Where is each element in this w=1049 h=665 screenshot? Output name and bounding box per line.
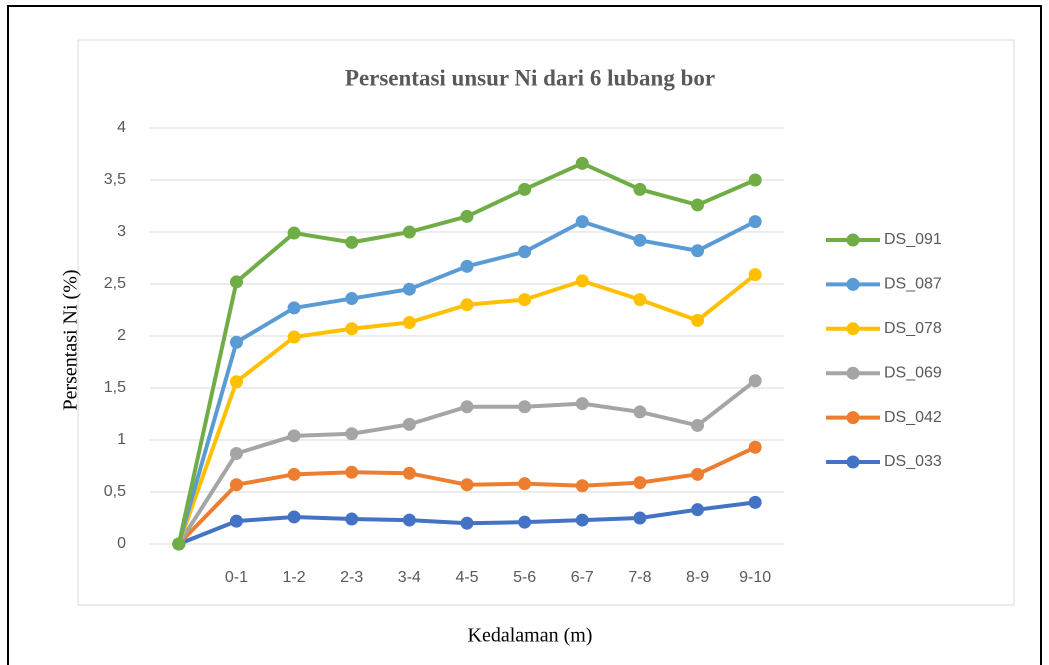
legend-marker: [846, 322, 860, 336]
point: [575, 397, 589, 411]
point: [575, 215, 589, 229]
point: [460, 516, 474, 530]
point: [402, 315, 416, 329]
point: [748, 495, 762, 509]
legend-label: DS_091: [884, 231, 942, 248]
x-tick-label: 2-3: [340, 569, 363, 586]
x-tick-label: 7-8: [628, 569, 651, 586]
point: [345, 322, 359, 336]
point: [402, 417, 416, 431]
legend-label: DS_042: [884, 409, 942, 426]
point: [229, 447, 243, 461]
y-axis-label: Persentasi Ni (%): [60, 269, 82, 410]
point: [287, 301, 301, 315]
point: [345, 465, 359, 479]
point: [345, 512, 359, 526]
point: [518, 182, 532, 196]
point: [633, 405, 647, 419]
chart-frame: [77, 39, 1015, 606]
point: [575, 156, 589, 170]
point: [229, 514, 243, 528]
point: [691, 503, 705, 517]
y-tick-label: 2: [117, 327, 126, 344]
point: [402, 466, 416, 480]
x-tick-label: 6-7: [571, 569, 594, 586]
point: [691, 198, 705, 212]
point: [518, 477, 532, 491]
legend-marker: [846, 366, 860, 380]
x-tick-label: 4-5: [455, 569, 478, 586]
chart-title: Persentasi unsur Ni dari 6 lubang bor: [345, 65, 715, 90]
point: [287, 226, 301, 240]
point: [633, 476, 647, 490]
point: [287, 467, 301, 481]
point: [575, 513, 589, 527]
point: [518, 515, 532, 529]
point: [633, 511, 647, 525]
y-tick-label: 0: [117, 535, 126, 552]
point: [287, 330, 301, 344]
x-tick-label: 5-6: [513, 569, 536, 586]
point: [748, 374, 762, 388]
point: [460, 400, 474, 414]
y-tick-label: 3: [117, 223, 126, 240]
point: [460, 259, 474, 273]
point: [748, 173, 762, 187]
legend-label: DS_078: [884, 320, 942, 337]
point: [460, 478, 474, 492]
outer-frame: [7, 5, 1042, 665]
point: [287, 429, 301, 443]
point: [402, 225, 416, 239]
point: [402, 282, 416, 296]
x-tick-label: 8-9: [686, 569, 709, 586]
point: [229, 375, 243, 389]
point: [518, 245, 532, 259]
point: [345, 292, 359, 306]
x-tick-label: 0-1: [225, 569, 248, 586]
point: [345, 235, 359, 249]
y-tick-label: 3,5: [104, 171, 126, 188]
x-axis-label: Kedalaman (m): [468, 625, 593, 647]
y-tick-label: 1,5: [104, 379, 126, 396]
point: [691, 418, 705, 432]
x-tick-label: 3-4: [398, 569, 421, 586]
point: [518, 400, 532, 414]
point: [633, 293, 647, 307]
point: [287, 510, 301, 524]
point: [633, 233, 647, 247]
point: [229, 478, 243, 492]
legend-label: DS_087: [884, 276, 942, 293]
legend-marker: [846, 411, 860, 425]
point: [748, 215, 762, 229]
point: [460, 209, 474, 223]
point: [345, 427, 359, 441]
point: [748, 268, 762, 282]
legend-label: DS_033: [884, 453, 942, 470]
point: [460, 298, 474, 312]
point: [691, 467, 705, 481]
y-tick-label: 0,5: [104, 483, 126, 500]
legend-marker: [846, 455, 860, 469]
point: [691, 244, 705, 258]
y-tick-label: 2,5: [104, 275, 126, 292]
legend-marker: [846, 277, 860, 291]
point: [229, 275, 243, 289]
x-tick-label: 9-10: [739, 569, 771, 586]
y-tick-label: 1: [117, 431, 126, 448]
point: [575, 274, 589, 288]
point: [748, 440, 762, 454]
x-tick-label: 1-2: [283, 569, 306, 586]
point: [691, 313, 705, 327]
point: [633, 182, 647, 196]
point: [172, 537, 186, 551]
legend-label: DS_069: [884, 364, 942, 381]
point: [402, 513, 416, 527]
point: [575, 479, 589, 493]
point: [229, 335, 243, 349]
legend-marker: [846, 233, 860, 247]
y-tick-label: 4: [117, 119, 126, 136]
point: [518, 293, 532, 307]
